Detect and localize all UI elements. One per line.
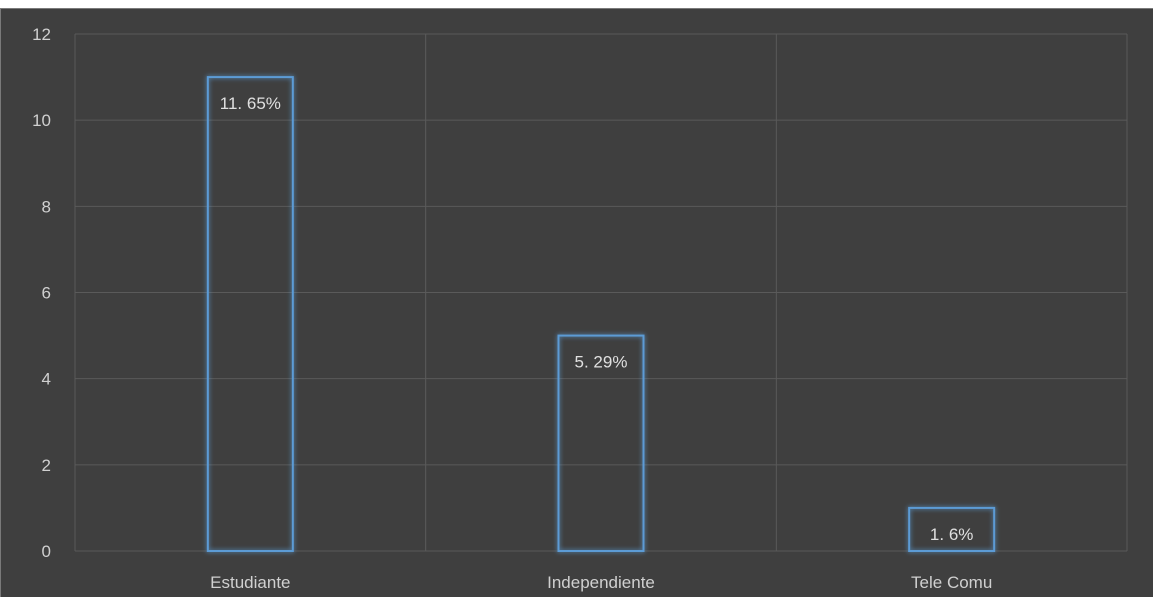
bar <box>557 334 645 553</box>
y-tick-label: 2 <box>42 456 51 475</box>
y-tick-label: 0 <box>42 542 51 561</box>
data-label: 11. 65% <box>220 94 281 113</box>
x-tick-label: Estudiante <box>210 573 290 592</box>
x-tick-label: Independiente <box>547 573 655 592</box>
data-label: 5. 29% <box>575 353 628 372</box>
y-tick-label: 10 <box>32 111 51 130</box>
chart-frame: 0 2 4 6 8 10 12 11. 65% Estudiante 5. 29% Independ… <box>0 8 1153 597</box>
bar <box>908 506 996 552</box>
data-label: 1. 6% <box>930 525 973 544</box>
y-tick-label: 4 <box>42 370 51 389</box>
x-tick-label: Tele Comu <box>911 573 992 592</box>
bar-chart: 0 2 4 6 8 10 12 11. 65% Estudiante 5. 29% Independ… <box>32 25 1128 592</box>
y-tick-label: 8 <box>42 197 51 216</box>
y-tick-label: 6 <box>42 284 51 303</box>
y-tick-label: 12 <box>32 25 51 44</box>
bar <box>206 76 294 552</box>
